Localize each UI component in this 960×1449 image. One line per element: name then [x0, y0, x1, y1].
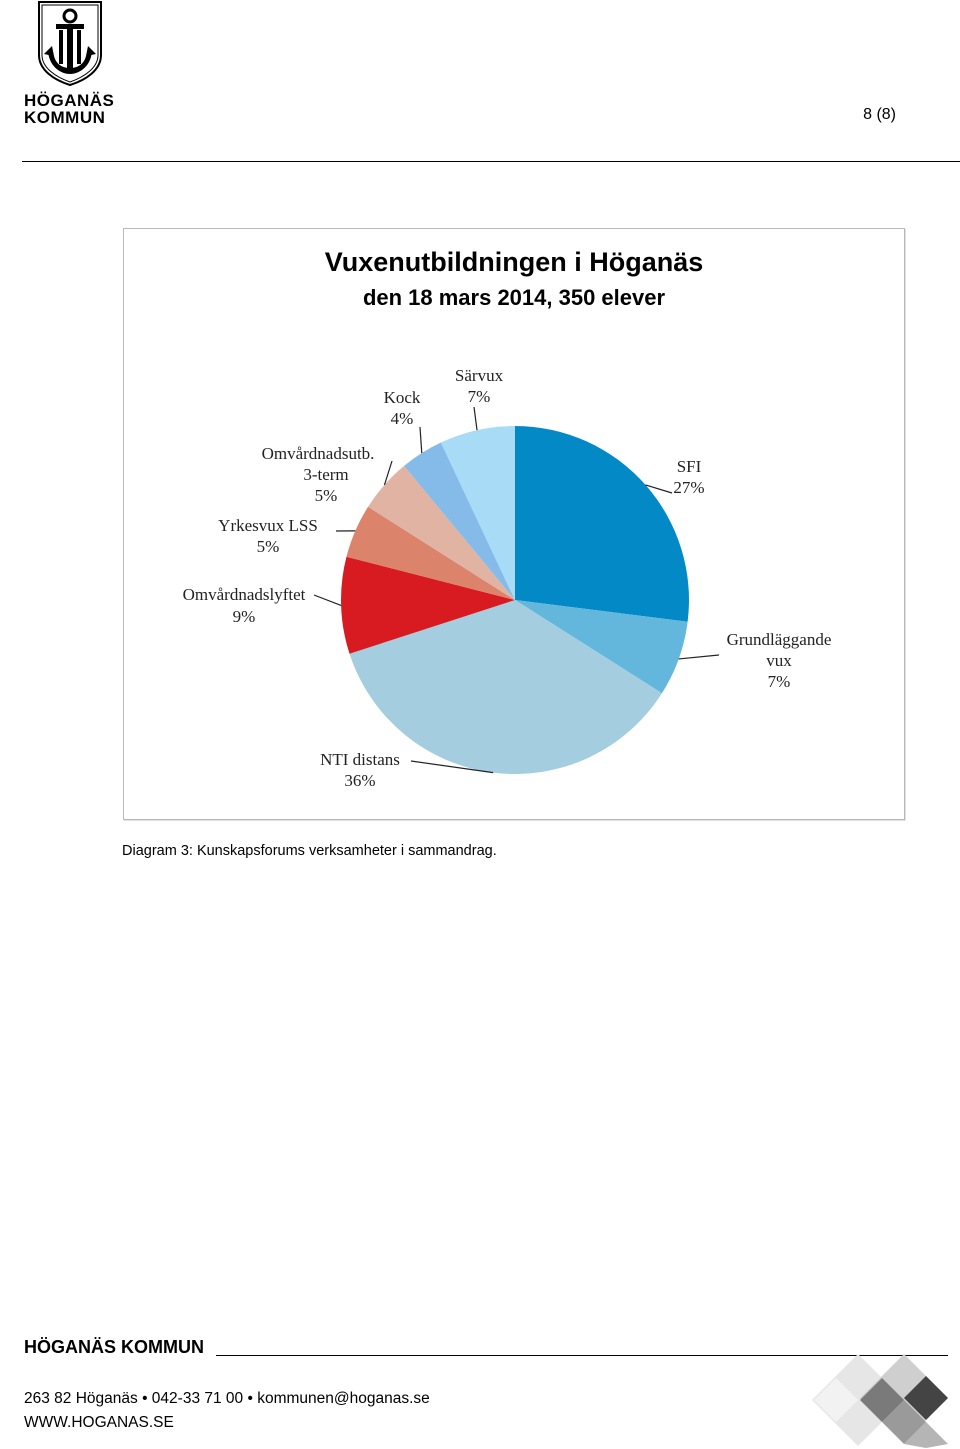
leader-line [473, 406, 478, 431]
footer-contact: 263 82 Höganäs • 042-33 71 00 • kommunen… [24, 1390, 430, 1407]
pie-slice-sfi [515, 426, 689, 622]
slice-pct-grundlaggande: 7% [768, 672, 791, 691]
pie-chart-panel: Vuxenutbildningen i Höganäs den 18 mars … [123, 228, 905, 820]
leader-line [410, 760, 494, 774]
pie-slice-omvårdnadsutb-3-term [368, 465, 515, 600]
logo-line-2: KOMMUN [24, 108, 106, 127]
diagram-caption: Diagram 3: Kunskapsforums verksamheter i… [122, 843, 497, 859]
chart-subtitle: den 18 mars 2014, 350 elever [362, 285, 666, 310]
slice-label-sfi: SFI [677, 457, 702, 476]
slice-label-omvardnadsutb-1: Omvårdnadsutb. [262, 444, 375, 463]
slice-label-yrkesvux: Yrkesvux LSS [218, 516, 318, 535]
chart-title: Vuxenutbildningen i Höganäs [324, 247, 704, 277]
slice-pct-sfi: 27% [673, 478, 704, 497]
header-divider [22, 161, 960, 162]
page-number: 8 (8) [863, 106, 896, 123]
leader-line [419, 426, 423, 454]
slice-label-nti: NTI distans [320, 750, 400, 769]
pie-chart: SFI 27% Grundläggande vux 7% NTI distans… [183, 366, 832, 790]
slice-pct-sarvux: 7% [468, 387, 491, 406]
footer-diamond-pattern-icon [812, 1354, 948, 1448]
pie-slice-kock [404, 442, 515, 600]
hoganas-logo: HÖGANÄS KOMMUN [22, 0, 122, 130]
footer-brand: HÖGANÄS KOMMUN [24, 1337, 204, 1357]
leader-line [645, 484, 673, 494]
pie-slice-särvux [440, 426, 515, 600]
slice-label-grundlaggande-1: Grundläggande [727, 630, 832, 649]
slice-label-omvardnadsutb-2: 3-term [303, 465, 348, 484]
footer-divider [216, 1355, 948, 1356]
slice-label-omvardnadslyftet: Omvårdnadslyftet [183, 585, 306, 604]
pie-slice-nti-distans [349, 600, 662, 775]
pie-slice-grundläggande-vux [515, 600, 688, 694]
leader-line [313, 594, 342, 607]
slice-pct-omvardnadslyftet: 9% [233, 607, 256, 626]
footer-website: WWW.HOGANAS.SE [24, 1414, 174, 1431]
slice-pct-yrkesvux: 5% [257, 537, 280, 556]
logo-line-1: HÖGANÄS [24, 91, 115, 110]
slice-pct-omvardnadsutb: 5% [315, 486, 338, 505]
slice-pct-nti: 36% [344, 771, 375, 790]
slice-label-sarvux: Särvux [455, 366, 504, 385]
leader-line [678, 654, 720, 660]
pie-slice-yrkesvux-lss [346, 506, 515, 600]
slice-label-grundlaggande-2: vux [766, 651, 792, 670]
anchor-crest-icon [38, 1, 102, 86]
pie-slice-omvårdnadslyftet [341, 556, 515, 654]
slice-pct-kock: 4% [391, 409, 414, 428]
slice-label-kock: Kock [384, 388, 421, 407]
leader-line [383, 460, 393, 486]
